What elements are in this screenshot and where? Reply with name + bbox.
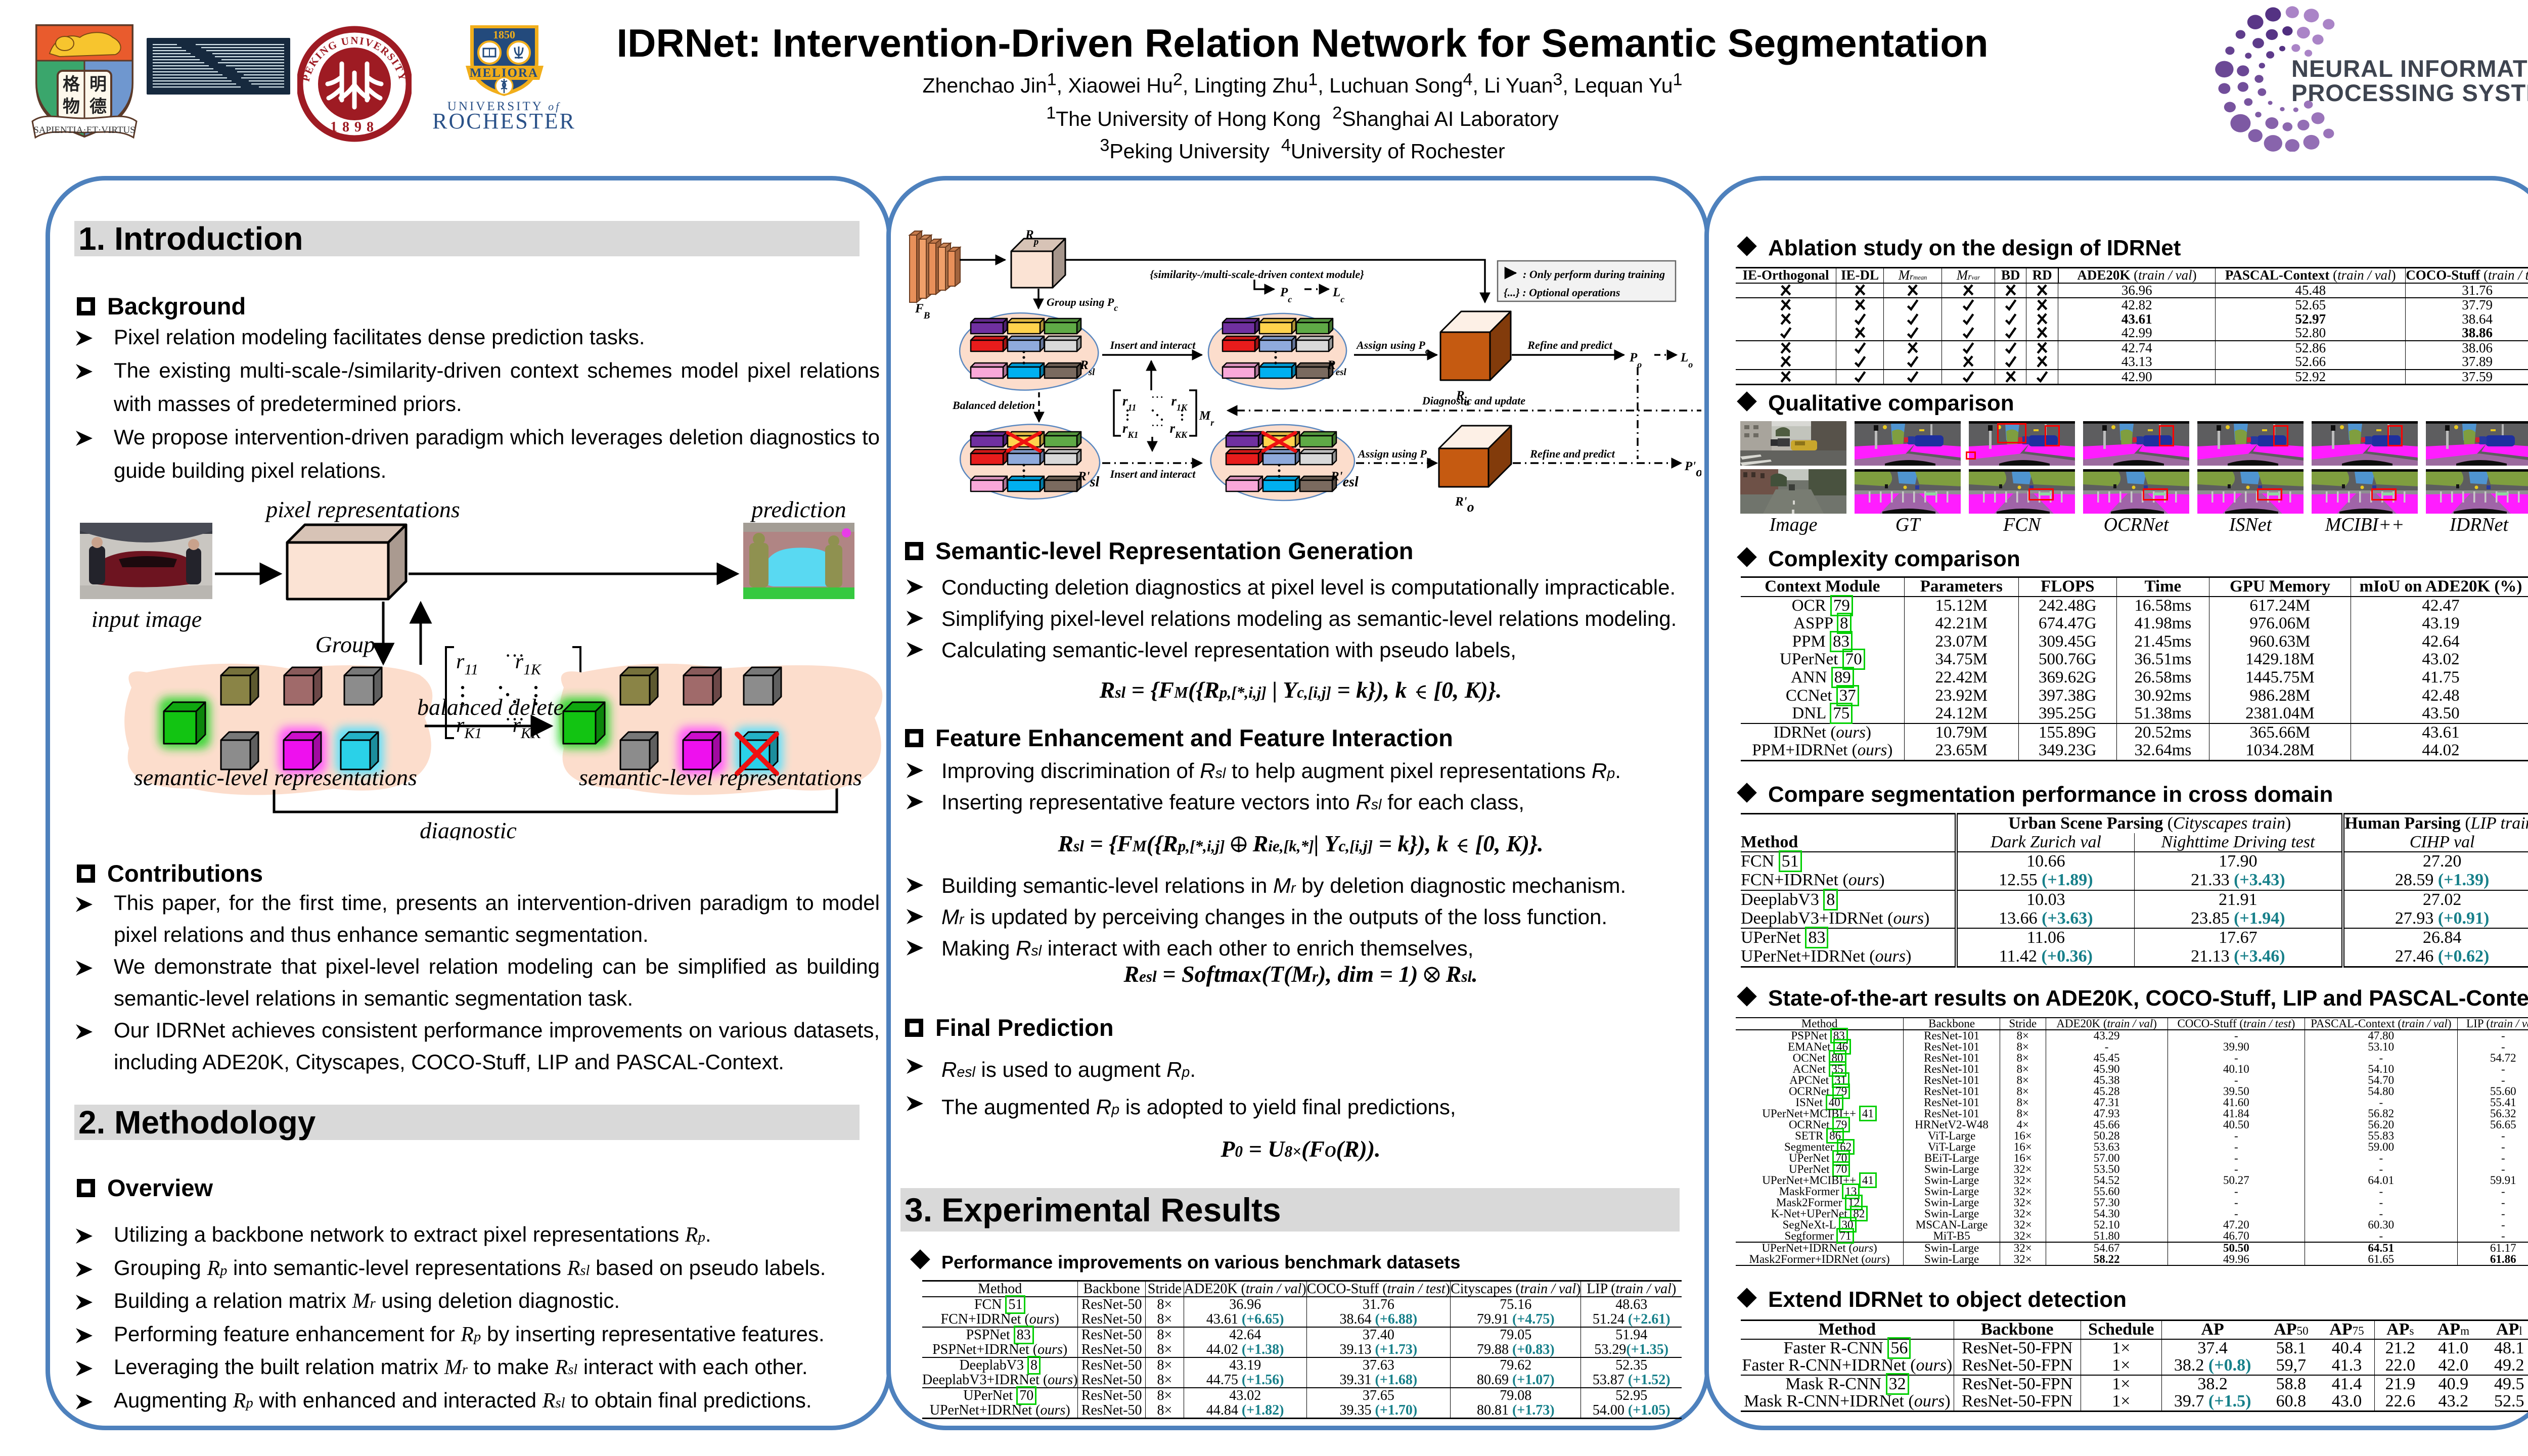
svg-text:Insert and interact: Insert and interact [1110,339,1196,351]
svg-text:balanced delete: balanced delete [417,694,564,720]
svg-text:r11: r11 [1122,393,1137,413]
svg-text:Diagnostic and update: Diagnostic and update [1422,394,1525,407]
svg-text:格: 格 [63,75,80,94]
svg-text:明: 明 [89,75,107,94]
svg-text:ROCHESTER: ROCHESTER [432,109,576,132]
svg-text:Group: Group [315,631,375,657]
svg-text:semantic-level representations: semantic-level representations [134,764,417,790]
svg-text:Refine and predict: Refine and predict [1529,447,1615,460]
svg-text:德: 德 [89,97,107,116]
svg-text:Pc: Pc [1280,286,1292,304]
svg-text:UNIVERSITY of: UNIVERSITY of [447,100,561,113]
svg-text:diagnostic: diagnostic [420,817,517,840]
svg-text:P'o: P'o [1684,460,1701,479]
svg-text:Group using Pc: Group using Pc [1047,296,1118,313]
svg-text:Assign using Pc: Assign using Pc [1356,339,1429,356]
svg-text:···: ··· [1151,390,1164,404]
svg-text:rK1: rK1 [1122,421,1139,440]
svg-text:1850: 1850 [493,28,515,41]
svg-text:input image: input image [92,606,202,632]
svg-text:pixel representations: pixel representations [264,500,460,522]
svg-text:Balanced deletion: Balanced deletion [952,399,1035,412]
svg-text:rKK: rKK [1169,421,1188,440]
svg-text:semantic-level representations: semantic-level representations [579,764,862,790]
svg-text:物: 物 [63,97,80,116]
svg-text:Lc: Lc [1332,286,1344,304]
svg-text:R'o: R'o [1455,495,1474,515]
svg-text:r11: r11 [456,650,478,678]
svg-text:r1K: r1K [1171,393,1188,413]
svg-text:{...} : Optional operations: {...} : Optional operations [1504,286,1620,299]
svg-text:Insert and interact: Insert and interact [1110,468,1196,480]
svg-text:SAPIENTIA·ET·VIRTUS: SAPIENTIA·ET·VIRTUS [33,125,136,135]
svg-text:Mr: Mr [1199,409,1214,428]
svg-text:{similarity-/multi-scale-drive: {similarity-/multi-scale-driven context … [1150,268,1364,281]
svg-text:···: ··· [505,644,525,667]
svg-text:Refine and predict: Refine and predict [1527,339,1612,351]
svg-text:Po: Po [1629,351,1642,370]
svg-text:Lo: Lo [1680,351,1693,370]
svg-text:FB: FB [915,302,930,321]
svg-text:Assign using Pc: Assign using Pc [1357,447,1431,465]
svg-text:: Only perform during trainin: : Only perform during training [1523,268,1665,281]
svg-text:1898: 1898 [330,119,379,135]
svg-text:prediction: prediction [750,500,846,522]
